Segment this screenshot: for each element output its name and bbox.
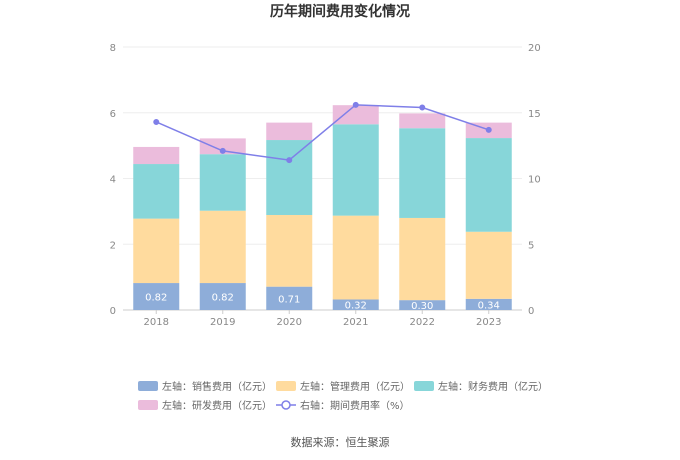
x-tick-label: 2021 (343, 317, 368, 328)
line-path (155, 104, 489, 161)
left-tick-label: 6 (110, 109, 116, 120)
legend-label: 左轴：管理费用（亿元） (300, 380, 410, 393)
x-tick-label: 2023 (476, 317, 501, 328)
legend: 左轴：销售费用（亿元） 左轴：管理费用（亿元） 左轴：财务费用（亿元） 左轴：研发费用… (138, 380, 548, 412)
line-point (419, 104, 426, 111)
bar-segment (199, 210, 246, 284)
bar-segment (465, 231, 512, 299)
x-tick-label: 2022 (410, 317, 435, 328)
right-tick-label: 0 (528, 306, 534, 317)
bar-segment (133, 218, 180, 284)
bar-segment (332, 299, 379, 310)
right-tick-label: 15 (528, 109, 541, 120)
bar-segment (199, 138, 246, 155)
bar-data-label: 0.71 (278, 294, 300, 305)
legend-label: 右轴：期间费用率（%） (300, 399, 410, 412)
bar-data-label: 0.30 (411, 301, 433, 312)
legend-label: 左轴：财务费用（亿元） (438, 380, 548, 393)
legend-swatch (138, 400, 158, 410)
left-tick-label: 0 (110, 306, 116, 317)
left-tick-label: 4 (110, 175, 116, 186)
chart-title: 历年期间费用变化情况 (270, 3, 410, 20)
bar-segment (266, 122, 313, 141)
bar-data-label: 0.82 (212, 293, 234, 304)
line-point (219, 147, 226, 154)
data-source: 数据来源：恒生聚源 (291, 435, 390, 449)
left-axis-ticks: 0 2 4 6 8 (110, 43, 116, 317)
x-axis-ticks: 2018 2019 2020 2021 2022 2023 (144, 310, 501, 328)
legend-label: 左轴：销售费用（亿元） (162, 380, 272, 393)
line-point (286, 157, 293, 164)
line-point (153, 118, 160, 125)
bar-data-label: 0.82 (145, 293, 167, 304)
left-tick-label: 8 (110, 43, 116, 54)
bar-segment (199, 283, 246, 310)
bar-segment (332, 105, 379, 125)
legend-label: 左轴：研发费用（亿元） (162, 399, 272, 412)
bar-segment (465, 138, 512, 232)
x-tick-label: 2019 (210, 317, 235, 328)
grid (123, 46, 522, 311)
bar-segment (133, 164, 180, 219)
bar-segment (332, 124, 379, 216)
legend-swatch (414, 381, 434, 391)
right-tick-label: 20 (528, 43, 541, 54)
bar-segment (399, 217, 446, 301)
right-axis-ticks: 0 5 10 15 20 (528, 43, 541, 317)
bar-segment (332, 215, 379, 300)
right-tick-label: 10 (528, 175, 541, 186)
x-tick-label: 2018 (144, 317, 169, 328)
bar-segment (199, 154, 246, 211)
bar-data-label: 0.32 (345, 301, 367, 312)
bar-segment (133, 146, 180, 165)
legend-swatch (138, 381, 158, 391)
bar-segment (266, 214, 313, 287)
bar-data-label: 0.34 (478, 300, 500, 311)
line-point (485, 126, 492, 133)
legend-swatch (276, 381, 296, 391)
expense-ratio-line (153, 101, 492, 164)
right-tick-label: 5 (528, 240, 534, 251)
bar-segment (465, 298, 512, 310)
bar-segment (399, 113, 446, 129)
line-point (352, 101, 359, 108)
legend-marker (281, 400, 291, 410)
bar-segment (399, 300, 446, 310)
x-tick-label: 2020 (277, 317, 302, 328)
left-tick-label: 2 (110, 240, 116, 251)
bar-segment (399, 128, 446, 218)
bar-segment (133, 283, 180, 310)
bar-segment (266, 140, 313, 215)
bar-segment (266, 286, 313, 310)
